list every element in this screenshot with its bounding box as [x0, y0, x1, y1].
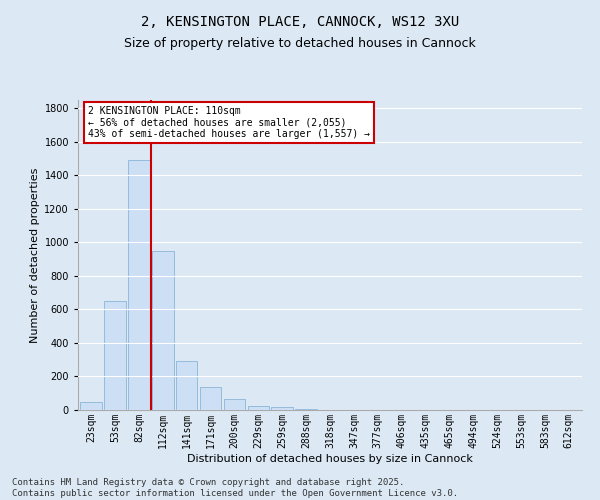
Bar: [271, 408, 293, 410]
Text: 2, KENSINGTON PLACE, CANNOCK, WS12 3XU: 2, KENSINGTON PLACE, CANNOCK, WS12 3XU: [141, 15, 459, 29]
Bar: [295, 409, 317, 410]
Bar: [200, 386, 221, 410]
Bar: [80, 402, 102, 410]
X-axis label: Distribution of detached houses by size in Cannock: Distribution of detached houses by size …: [187, 454, 473, 464]
Bar: [248, 406, 269, 410]
Bar: [128, 160, 149, 410]
Bar: [176, 360, 197, 410]
Text: Contains HM Land Registry data © Crown copyright and database right 2025.
Contai: Contains HM Land Registry data © Crown c…: [12, 478, 458, 498]
Bar: [224, 399, 245, 410]
Bar: [152, 251, 173, 410]
Text: 2 KENSINGTON PLACE: 110sqm
← 56% of detached houses are smaller (2,055)
43% of s: 2 KENSINGTON PLACE: 110sqm ← 56% of deta…: [88, 106, 370, 140]
Y-axis label: Number of detached properties: Number of detached properties: [30, 168, 40, 342]
Bar: [104, 301, 126, 410]
Text: Size of property relative to detached houses in Cannock: Size of property relative to detached ho…: [124, 38, 476, 51]
